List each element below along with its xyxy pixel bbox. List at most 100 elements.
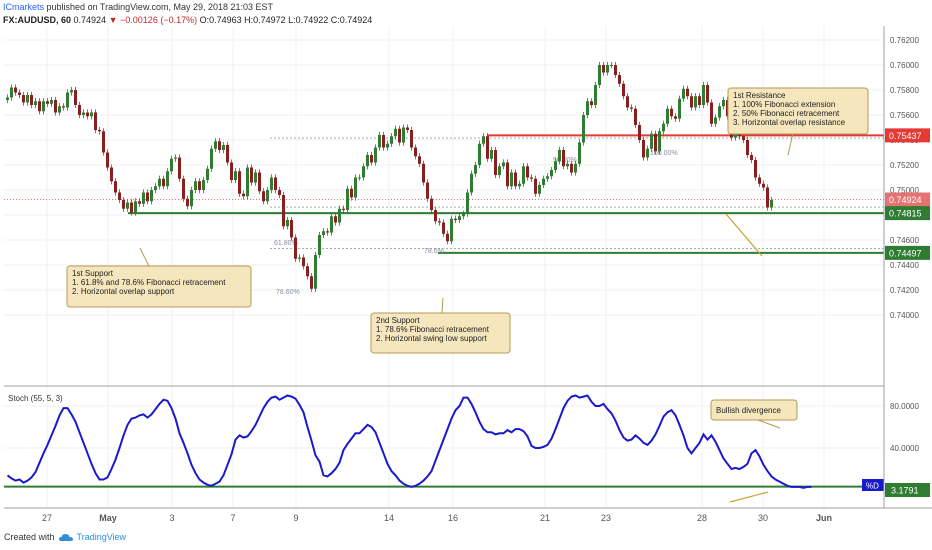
candle-body: [126, 202, 129, 209]
price-label-bg: [885, 206, 930, 221]
candle-body: [558, 150, 561, 162]
stoch-series-tag-bg: [862, 479, 884, 491]
time-axis: 27 May 3 7 9 14 16 21 23 28 30 Jun: [42, 513, 832, 523]
candle-body: [394, 128, 397, 137]
candle-body: [694, 96, 697, 108]
candle-body: [74, 90, 77, 105]
candle-body: [766, 187, 769, 208]
candle-body: [170, 158, 173, 172]
candle-body: [406, 127, 409, 130]
candle-body: [762, 183, 765, 188]
level-lines: 61.80%78.60%50.00%100.00%78.6%: [4, 134, 884, 296]
candle-body: [670, 108, 673, 117]
candle-body: [114, 181, 117, 193]
candle-body: [514, 172, 517, 187]
candle-body: [270, 177, 273, 190]
candle-body: [750, 155, 753, 160]
price-tick-label: 0.76200: [890, 36, 919, 45]
candle-body: [238, 171, 241, 194]
candle-body: [98, 130, 101, 132]
candle-body: [230, 162, 233, 180]
candle-body: [182, 178, 185, 199]
price-tick-label: 0.74000: [890, 311, 919, 320]
time-tick-label: 7: [230, 513, 235, 523]
publisher-link[interactable]: ICmarkets: [3, 2, 45, 12]
candle-body: [62, 106, 65, 108]
candle-body: [682, 88, 685, 99]
candle-body: [410, 130, 413, 148]
candle-body: [142, 192, 145, 204]
candle-body: [422, 163, 425, 183]
candle-body: [362, 166, 365, 178]
candle-body: [206, 168, 209, 180]
candle-body: [414, 147, 417, 157]
candle-body: [454, 218, 457, 220]
candle-body: [358, 177, 361, 179]
candle-body: [434, 210, 437, 222]
callout-line: 2. 50% Fibonacci retracement: [733, 109, 840, 118]
candle-body: [402, 127, 405, 143]
price-tick-label: 0.76000: [890, 61, 919, 70]
candle-body: [18, 92, 21, 95]
candle-body: [478, 143, 481, 165]
candle-body: [134, 201, 137, 213]
candle-body: [202, 180, 205, 190]
candle-body: [350, 188, 353, 198]
callout-pointer: [757, 419, 781, 429]
candle-body: [214, 141, 217, 149]
candle-body: [122, 200, 125, 209]
candle-body: [306, 266, 309, 277]
candle-body: [758, 177, 761, 184]
candle-body: [398, 128, 401, 143]
candle-body: [318, 235, 321, 255]
candle-body: [374, 147, 377, 163]
candle-body: [30, 95, 33, 105]
candle-body: [254, 172, 257, 183]
candle-body: [322, 231, 325, 235]
candle-body: [42, 101, 45, 112]
candle-body: [94, 112, 97, 130]
candle-body: [606, 65, 609, 73]
candle-body: [702, 85, 705, 105]
candle-body: [66, 92, 69, 108]
candle-body: [718, 106, 721, 118]
candle-body: [70, 90, 73, 93]
candle-body: [302, 257, 305, 267]
callout-line: 2. Horizontal swing low support: [376, 334, 487, 343]
fib-label: 78.6%: [424, 248, 444, 255]
symbol-label[interactable]: FX:AUDUSD, 60: [3, 15, 72, 25]
price-tick-label: 0.74200: [890, 286, 919, 295]
candle-body: [198, 181, 201, 190]
candle-body: [78, 105, 81, 115]
candle-body: [158, 178, 161, 187]
candle-body: [618, 75, 621, 84]
stoch-line: [6, 394, 812, 489]
candle-body: [58, 106, 61, 113]
candle-body: [470, 173, 473, 193]
candle-body: [286, 220, 289, 227]
symbol-bar: FX:AUDUSD, 60 0.74924 ▼ −0.00126 (−0.17%…: [3, 15, 372, 25]
candle-body: [186, 198, 189, 207]
candle-body: [218, 141, 221, 150]
stochastic-panel: Stoch (55, 5, 3): [4, 394, 884, 503]
candle-body: [574, 163, 577, 173]
candle-body: [310, 276, 313, 289]
candle-body: [714, 117, 717, 124]
candle-body: [242, 193, 245, 197]
candle-body: [102, 131, 105, 153]
time-tick-label: 23: [601, 513, 611, 523]
candle-body: [162, 178, 165, 187]
candle-body: [438, 221, 441, 223]
candle-body: [538, 185, 541, 194]
footer: Created with TradingView: [4, 532, 126, 542]
candle-body: [342, 208, 345, 210]
candle-body: [82, 112, 85, 115]
candle-body: [550, 170, 553, 177]
price-trendline: [725, 213, 763, 257]
tradingview-brand[interactable]: TradingView: [76, 532, 127, 542]
stoch-tick-label: 80.0000: [890, 402, 919, 411]
